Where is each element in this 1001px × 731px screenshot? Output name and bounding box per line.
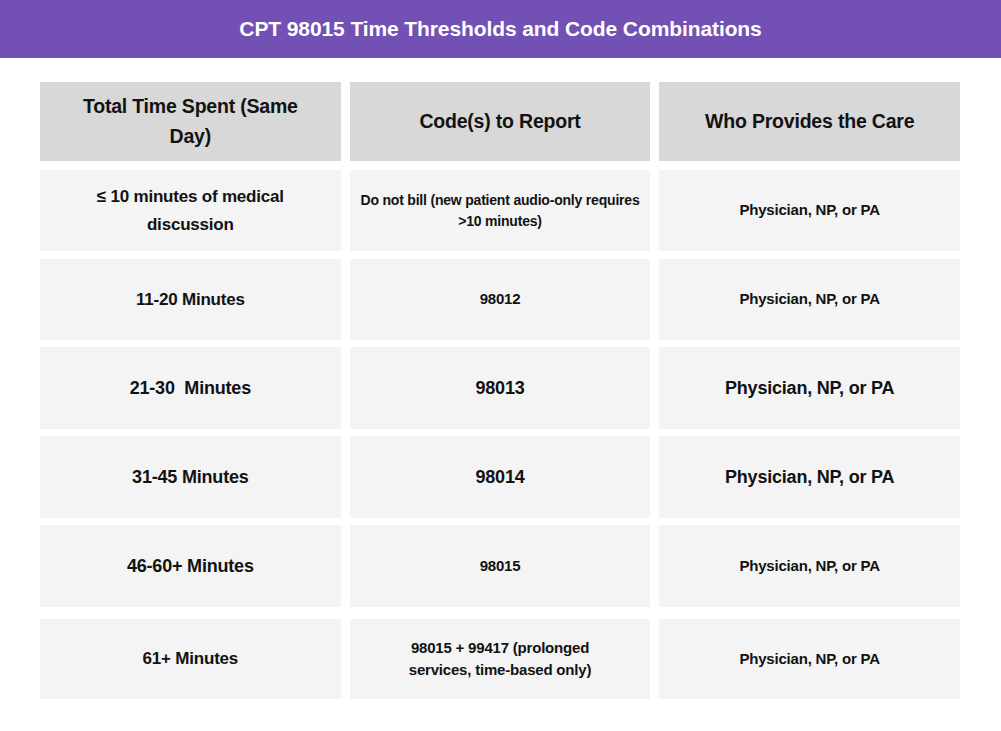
code-cell: 98013 <box>350 347 651 429</box>
page-title: CPT 98015 Time Thresholds and Code Combi… <box>239 17 761 41</box>
code-cell: 98015 <box>350 525 651 607</box>
cpt-thresholds-table: Total Time Spent (Same Day) Code(s) to R… <box>40 82 960 699</box>
provider-value: Physician, NP, or PA <box>739 288 880 311</box>
provider-cell: Physician, NP, or PA <box>659 619 960 699</box>
time-value: 21-30 Minutes <box>130 375 251 402</box>
provider-value: Physician, NP, or PA <box>739 555 880 578</box>
header-label-time: Total Time Spent (Same Day) <box>68 92 313 151</box>
provider-cell: Physician, NP, or PA <box>659 525 960 607</box>
header-cell-time: Total Time Spent (Same Day) <box>40 82 341 161</box>
code-cell: 98014 <box>350 436 651 518</box>
provider-value: Physician, NP, or PA <box>739 199 880 222</box>
code-value: 98013 <box>475 375 524 402</box>
time-value: 61+ Minutes <box>143 645 239 672</box>
provider-value: Physician, NP, or PA <box>725 375 894 402</box>
table-header-row: Total Time Spent (Same Day) Code(s) to R… <box>40 82 960 161</box>
table-row: 21-30 Minutes 98013 Physician, NP, or PA <box>40 347 960 429</box>
code-cell: 98012 <box>350 259 651 340</box>
time-cell: 11-20 Minutes <box>40 259 341 340</box>
header-label-provider: Who Provides the Care <box>705 107 914 136</box>
header-cell-code: Code(s) to Report <box>350 82 651 161</box>
code-value: 98015 + 99417 (prolonged services, time-… <box>380 637 620 682</box>
header-label-code: Code(s) to Report <box>419 107 580 136</box>
table-row: 61+ Minutes 98015 + 99417 (prolonged ser… <box>40 619 960 699</box>
time-cell: 31-45 Minutes <box>40 436 341 518</box>
code-value: Do not bill (new patient audio-only requ… <box>350 190 650 232</box>
time-value: 11-20 Minutes <box>136 286 245 313</box>
code-value: 98012 <box>480 288 521 311</box>
table-row: 11-20 Minutes 98012 Physician, NP, or PA <box>40 259 960 340</box>
code-value: 98015 <box>480 555 521 578</box>
provider-cell: Physician, NP, or PA <box>659 347 960 429</box>
provider-cell: Physician, NP, or PA <box>659 170 960 251</box>
table-row: 31-45 Minutes 98014 Physician, NP, or PA <box>40 436 960 518</box>
time-value: 31-45 Minutes <box>132 464 248 491</box>
table-row: 46-60+ Minutes 98015 Physician, NP, or P… <box>40 525 960 607</box>
title-banner: CPT 98015 Time Thresholds and Code Combi… <box>0 0 1001 58</box>
time-value: ≤ 10 minutes of medical discussion <box>65 183 315 237</box>
time-cell: 46-60+ Minutes <box>40 525 341 607</box>
header-cell-provider: Who Provides the Care <box>659 82 960 161</box>
time-value: 46-60+ Minutes <box>127 553 254 580</box>
time-cell: 61+ Minutes <box>40 619 341 699</box>
code-value: 98014 <box>475 464 524 491</box>
provider-cell: Physician, NP, or PA <box>659 259 960 340</box>
time-cell: 21-30 Minutes <box>40 347 341 429</box>
table-row: ≤ 10 minutes of medical discussion Do no… <box>40 170 960 251</box>
code-cell: Do not bill (new patient audio-only requ… <box>350 170 651 251</box>
provider-value: Physician, NP, or PA <box>739 648 880 671</box>
provider-cell: Physician, NP, or PA <box>659 436 960 518</box>
code-cell: 98015 + 99417 (prolonged services, time-… <box>350 619 651 699</box>
time-cell: ≤ 10 minutes of medical discussion <box>40 170 341 251</box>
provider-value: Physician, NP, or PA <box>725 464 894 491</box>
